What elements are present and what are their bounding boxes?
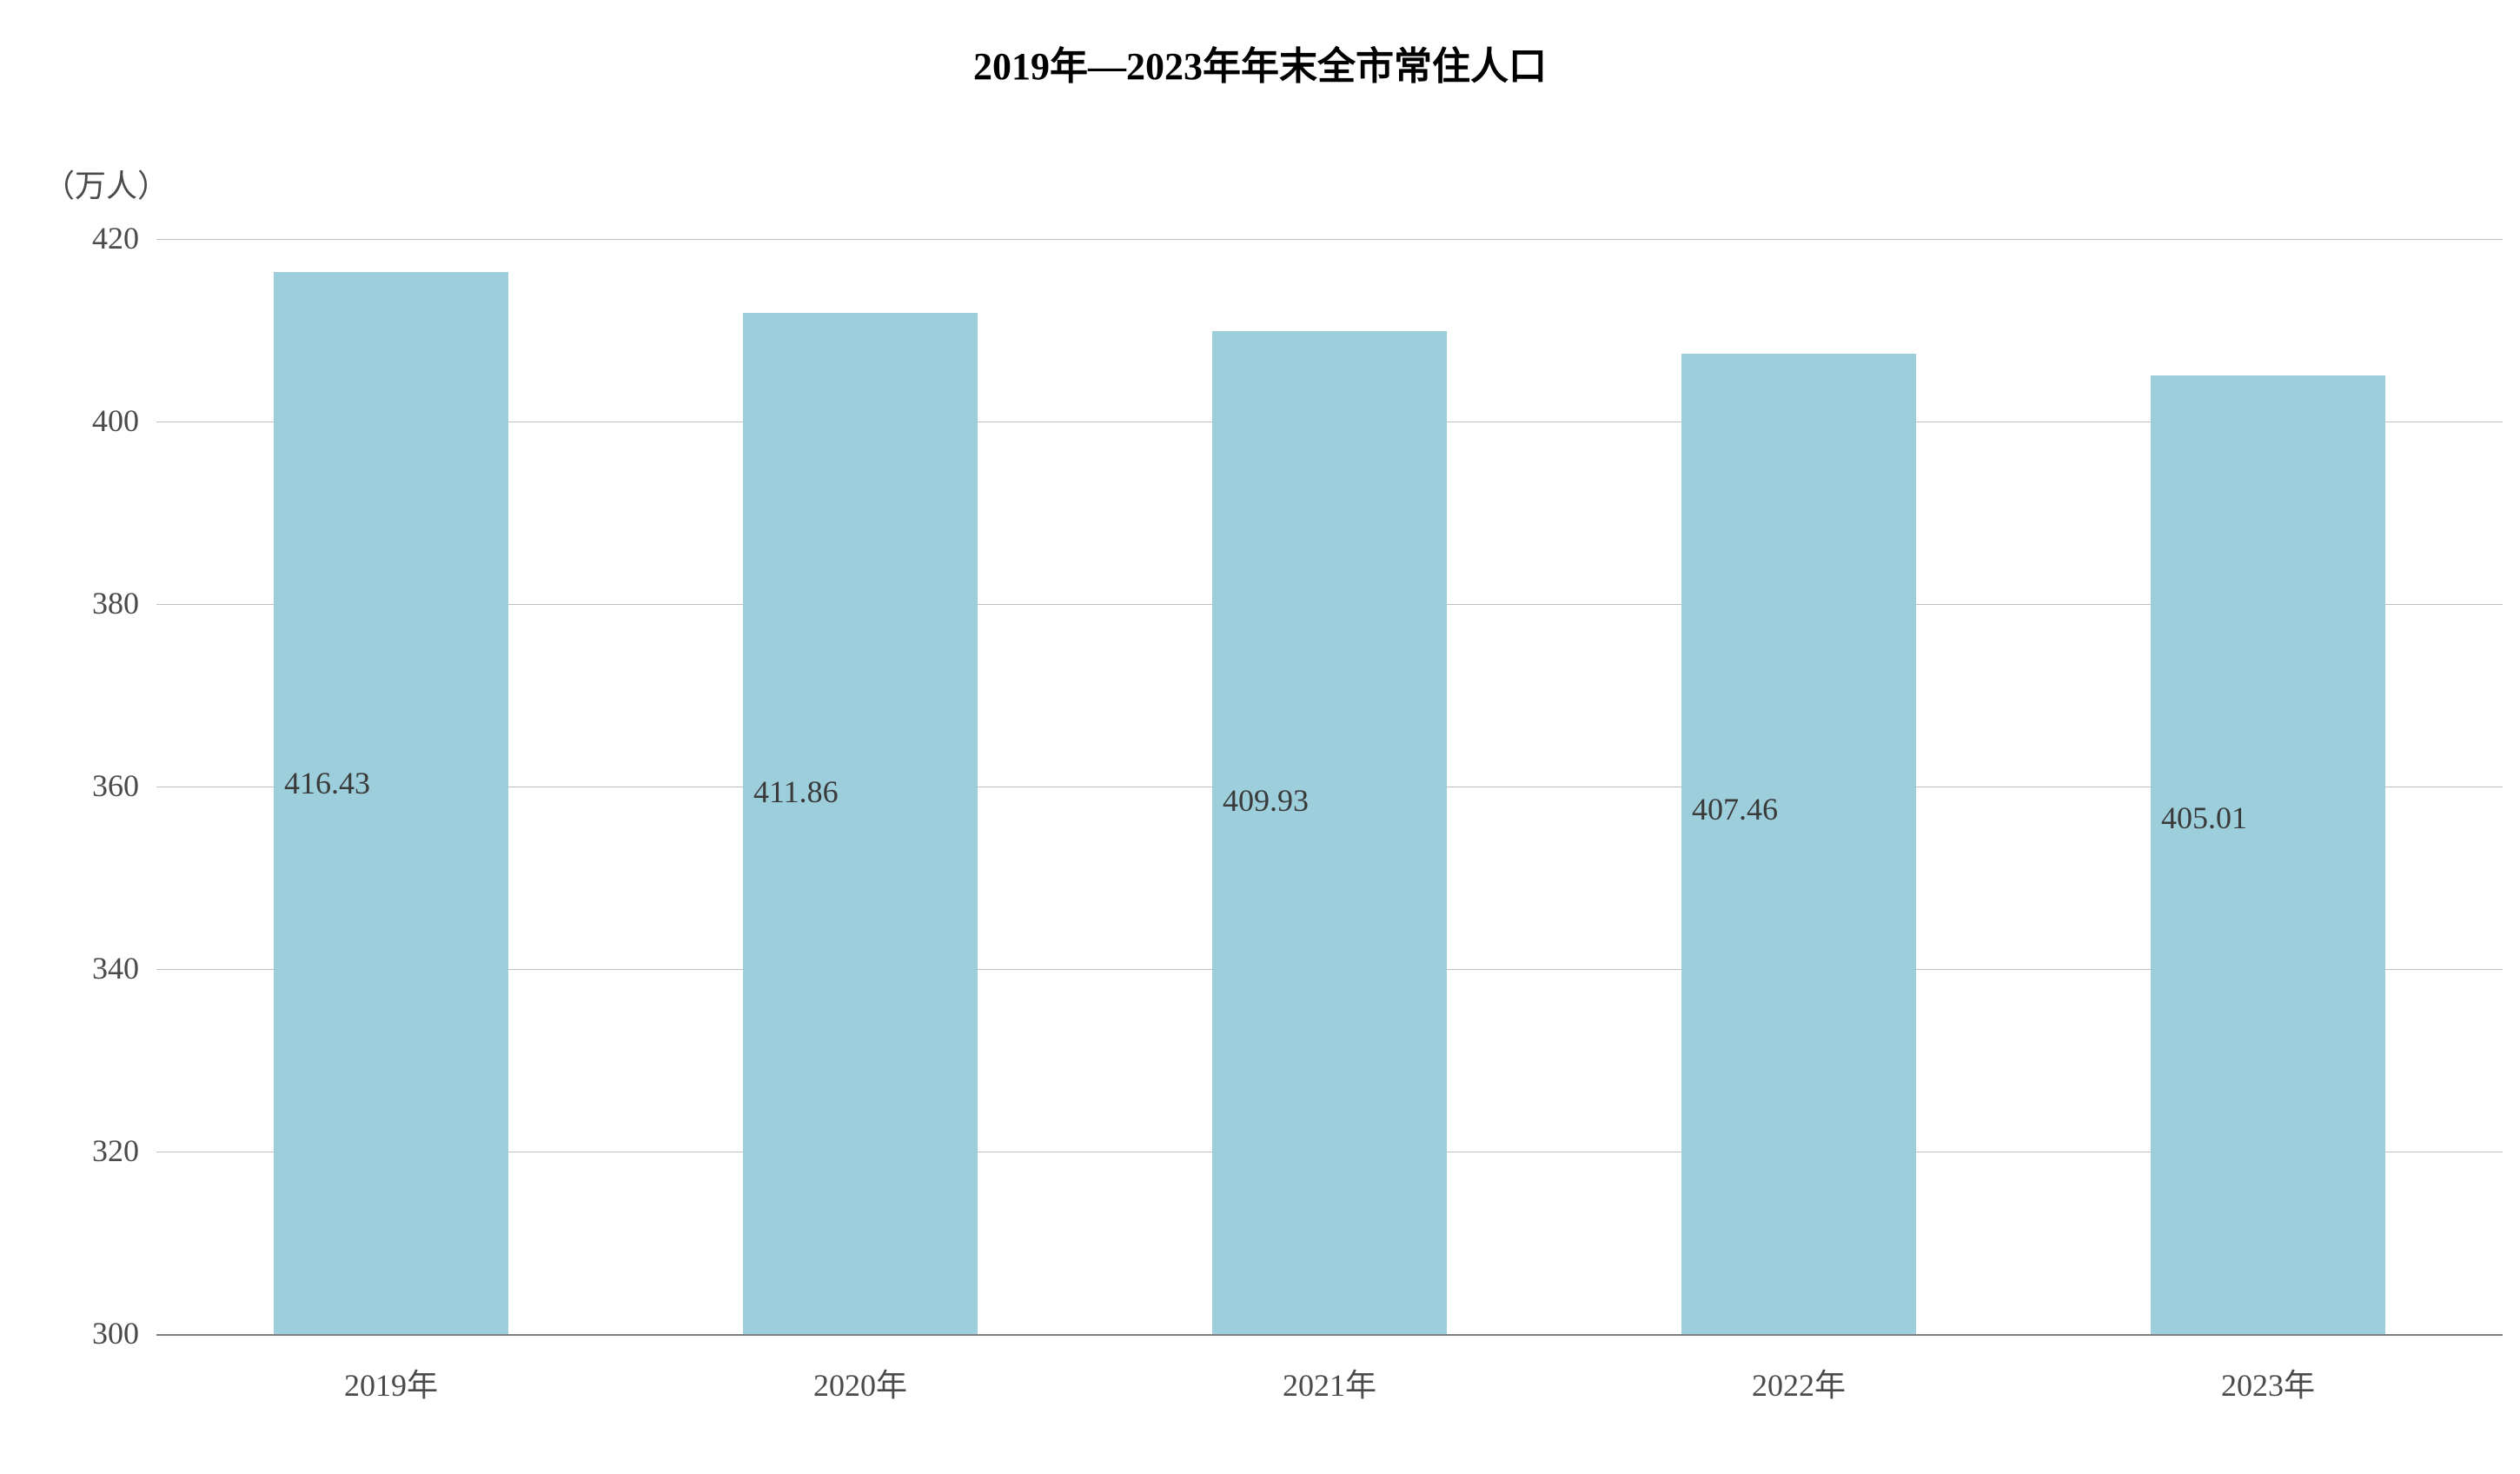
y-axis-unit-label: （万人） (43, 161, 169, 206)
bar (743, 313, 978, 1334)
y-tick-label: 340 (26, 950, 139, 986)
y-tick-label: 360 (26, 767, 139, 804)
x-tick-label: 2021年 (1095, 1360, 1564, 1405)
bar (2151, 375, 2385, 1334)
bar (1212, 331, 1447, 1334)
bar (1681, 354, 1916, 1334)
y-tick-label: 400 (26, 402, 139, 439)
x-tick-label: 2019年 (156, 1360, 626, 1405)
gridline (156, 1334, 2503, 1336)
bar-value-label: 416.43 (284, 765, 370, 801)
y-tick-label: 420 (26, 220, 139, 256)
x-tick-label: 2023年 (2033, 1360, 2503, 1405)
gridline (156, 239, 2503, 240)
population-bar-chart: 2019年—2023年年末全市常住人口 （万人） 300320340360380… (0, 0, 2520, 1474)
x-tick-label: 2020年 (626, 1360, 1095, 1405)
y-tick-label: 380 (26, 585, 139, 621)
bar (274, 272, 508, 1335)
bar-value-label: 409.93 (1223, 782, 1309, 819)
bar-value-label: 405.01 (2161, 800, 2247, 836)
bar-value-label: 411.86 (753, 774, 839, 810)
y-tick-label: 300 (26, 1315, 139, 1351)
bar-value-label: 407.46 (1692, 791, 1778, 827)
y-tick-label: 320 (26, 1132, 139, 1169)
x-tick-label: 2022年 (1564, 1360, 2033, 1405)
chart-title: 2019年—2023年年末全市常住人口 (0, 0, 2520, 90)
plot-area: 300320340360380400420416.432019年411.8620… (156, 239, 2503, 1334)
